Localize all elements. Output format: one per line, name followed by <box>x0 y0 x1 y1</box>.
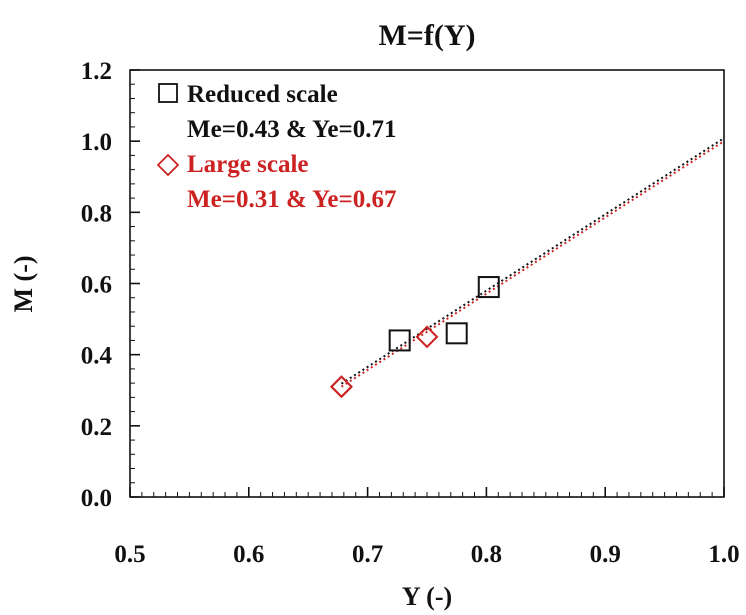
x-tick-label: 1.0 <box>708 541 739 568</box>
legend-series-2-fit: Me=0.31 & Ye=0.67 <box>187 186 396 213</box>
legend-series-2-name: Large scale <box>187 151 308 178</box>
y-tick-label: 0.6 <box>81 272 112 299</box>
y-tick-label: 0.8 <box>81 200 112 227</box>
legend: Reduced scale Me=0.43 & Ye=0.71 Large sc… <box>156 81 396 213</box>
chart-title: M=f(Y) <box>378 19 475 52</box>
y-tick-label: 0.0 <box>81 485 112 512</box>
fit-lines <box>340 137 725 388</box>
x-tick-label: 0.5 <box>114 541 145 568</box>
plot-area: 0.5 0.6 0.7 0.8 0.9 1.0 0.0 0.2 0.4 0.6 0.8 1.0 1.2 <box>81 58 740 568</box>
legend-series-1-fit: Me=0.43 & Ye=0.71 <box>187 116 396 143</box>
y-tick-label: 1.0 <box>81 129 112 156</box>
y-tick-label: 0.4 <box>81 343 113 370</box>
legend-series-1-name: Reduced scale <box>187 81 338 108</box>
legend-square-marker <box>158 83 178 103</box>
y-axis: 0.0 0.2 0.4 0.6 0.8 1.0 1.2 <box>81 58 140 512</box>
x-tick-label: 0.8 <box>471 541 502 568</box>
x-axis-label: Y (-) <box>402 582 452 611</box>
y-tick-label: 0.2 <box>81 414 112 441</box>
y-tick-label: 1.2 <box>81 58 112 85</box>
legend-diamond-marker <box>156 153 180 177</box>
x-tick-label: 0.6 <box>233 541 264 568</box>
x-tick-label: 0.7 <box>352 541 383 568</box>
y-axis-label: M (-) <box>9 255 38 312</box>
x-axis: 0.5 0.6 0.7 0.8 0.9 1.0 <box>114 487 740 568</box>
fit-line-reduced <box>340 137 725 385</box>
point-large-scale <box>330 375 353 399</box>
data-markers <box>330 276 500 399</box>
point-large-scale <box>415 325 439 349</box>
x-tick-label: 0.9 <box>590 541 621 568</box>
point-reduced-scale <box>388 329 411 352</box>
point-reduced-scale <box>477 276 500 299</box>
point-reduced-scale <box>445 322 468 345</box>
fit-line-large <box>340 140 725 388</box>
